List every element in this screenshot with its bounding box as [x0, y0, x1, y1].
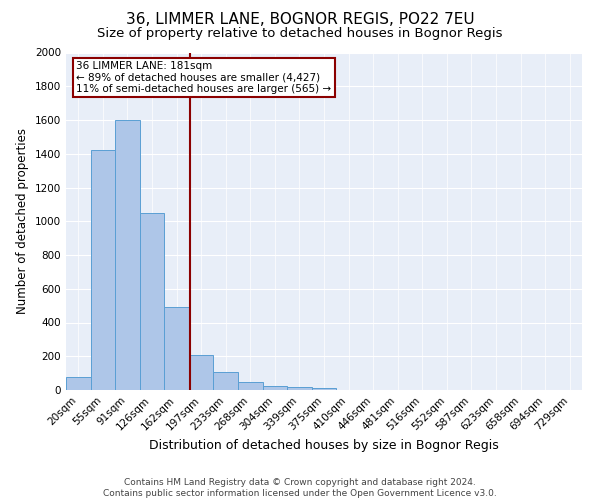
Bar [238, 382, 263, 390]
X-axis label: Distribution of detached houses by size in Bognor Regis: Distribution of detached houses by size … [149, 438, 499, 452]
Bar [66, 376, 91, 390]
Y-axis label: Number of detached properties: Number of detached properties [16, 128, 29, 314]
Bar [164, 308, 189, 390]
Bar [91, 150, 115, 390]
Text: 36 LIMMER LANE: 181sqm
← 89% of detached houses are smaller (4,427)
11% of semi-: 36 LIMMER LANE: 181sqm ← 89% of detached… [76, 61, 331, 94]
Bar [312, 388, 336, 390]
Bar [115, 120, 140, 390]
Text: Contains HM Land Registry data © Crown copyright and database right 2024.
Contai: Contains HM Land Registry data © Crown c… [103, 478, 497, 498]
Bar [214, 372, 238, 390]
Bar [263, 386, 287, 390]
Bar [287, 388, 312, 390]
Text: 36, LIMMER LANE, BOGNOR REGIS, PO22 7EU: 36, LIMMER LANE, BOGNOR REGIS, PO22 7EU [125, 12, 475, 28]
Bar [189, 354, 214, 390]
Bar [140, 213, 164, 390]
Text: Size of property relative to detached houses in Bognor Regis: Size of property relative to detached ho… [97, 28, 503, 40]
